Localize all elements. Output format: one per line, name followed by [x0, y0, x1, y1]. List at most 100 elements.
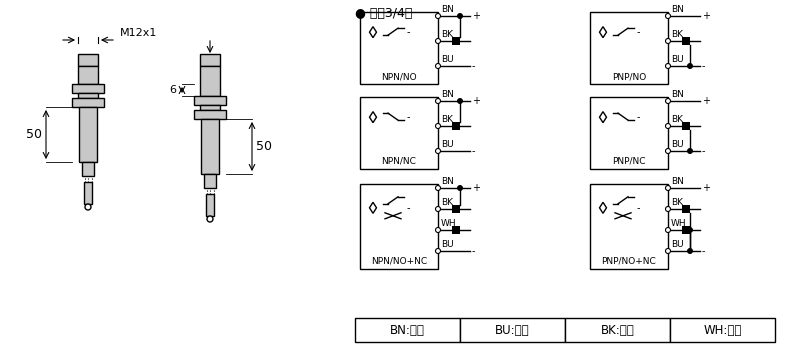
Text: BN: BN [441, 177, 454, 186]
Circle shape [666, 249, 670, 253]
Text: BU: BU [671, 55, 684, 64]
Text: ● 直涁3/4线: ● 直涁3/4线 [355, 7, 412, 20]
Bar [204, 174, 216, 188]
Polygon shape [370, 27, 377, 38]
Text: 50: 50 [256, 140, 272, 153]
Bar [200, 105, 220, 110]
Circle shape [435, 13, 441, 19]
Bar [84, 182, 92, 204]
Bar [452, 37, 460, 45]
Circle shape [457, 13, 463, 19]
Text: +: + [702, 96, 710, 106]
Text: NPN/NO+NC: NPN/NO+NC [371, 257, 427, 266]
Bar [78, 66, 98, 84]
Text: BN: BN [671, 90, 684, 99]
Text: -: - [472, 61, 475, 71]
Text: WH:白色: WH:白色 [703, 323, 742, 337]
Circle shape [666, 186, 670, 190]
Text: 50: 50 [26, 128, 42, 141]
Polygon shape [599, 202, 606, 213]
Circle shape [687, 148, 693, 154]
Text: BN: BN [671, 177, 684, 186]
Bar [72, 98, 104, 107]
Text: -: - [702, 61, 706, 71]
Text: PNP/NC: PNP/NC [612, 157, 646, 166]
Text: -: - [472, 246, 475, 256]
Text: NPN/NC: NPN/NC [382, 157, 417, 166]
Circle shape [435, 99, 441, 103]
Circle shape [666, 63, 670, 69]
Text: BU: BU [441, 55, 454, 64]
Circle shape [666, 149, 670, 153]
Bar [206, 194, 214, 216]
Bar [360, 184, 438, 269]
Bar [72, 84, 104, 93]
Bar [78, 54, 98, 66]
Text: WH: WH [671, 219, 686, 228]
Text: -: - [702, 146, 706, 156]
Bar [200, 66, 220, 96]
Text: BK: BK [671, 30, 683, 39]
Circle shape [687, 63, 693, 69]
Circle shape [435, 186, 441, 190]
Text: -: - [637, 27, 641, 37]
Text: BK: BK [441, 30, 453, 39]
Circle shape [435, 63, 441, 69]
Text: +: + [702, 183, 710, 193]
Bar [360, 12, 438, 84]
Bar [460, 318, 565, 342]
Circle shape [435, 207, 441, 212]
Text: BK: BK [671, 198, 683, 207]
Circle shape [666, 124, 670, 128]
Text: -: - [407, 112, 410, 122]
Text: -: - [702, 246, 706, 256]
Bar [452, 205, 460, 213]
Text: -: - [637, 203, 641, 213]
Bar [682, 226, 690, 234]
Bar [79, 107, 97, 162]
Bar [590, 12, 668, 84]
Bar [78, 93, 98, 98]
Text: -: - [407, 27, 410, 37]
Text: BU: BU [441, 240, 454, 249]
Circle shape [435, 227, 441, 233]
Circle shape [457, 185, 463, 191]
Circle shape [666, 13, 670, 19]
Circle shape [666, 38, 670, 44]
Bar [194, 96, 226, 105]
Text: BU:兰色: BU:兰色 [495, 323, 530, 337]
Bar [670, 318, 775, 342]
Circle shape [85, 204, 91, 210]
Bar [452, 226, 460, 234]
Circle shape [666, 227, 670, 233]
Text: BU: BU [671, 240, 684, 249]
Text: BK: BK [441, 115, 453, 124]
Bar [82, 162, 94, 176]
Text: BN: BN [671, 5, 684, 14]
Bar [452, 122, 460, 130]
Text: +: + [472, 11, 480, 21]
Circle shape [687, 248, 693, 254]
Bar [355, 318, 460, 342]
Circle shape [435, 149, 441, 153]
Circle shape [435, 124, 441, 128]
Bar [590, 184, 668, 269]
Text: NPN/NO: NPN/NO [381, 72, 417, 81]
Circle shape [457, 98, 463, 104]
Text: BK:黑色: BK:黑色 [601, 323, 634, 337]
Circle shape [666, 99, 670, 103]
Polygon shape [370, 202, 377, 213]
Polygon shape [599, 112, 606, 122]
Text: M12x1: M12x1 [120, 28, 158, 38]
Circle shape [435, 249, 441, 253]
Text: 6: 6 [169, 85, 176, 95]
Text: BU: BU [671, 140, 684, 149]
Bar [590, 97, 668, 169]
Bar [682, 205, 690, 213]
Bar [682, 122, 690, 130]
Text: PNP/NO+NC: PNP/NO+NC [602, 257, 656, 266]
Circle shape [666, 207, 670, 212]
Circle shape [207, 216, 213, 222]
Text: WH: WH [441, 219, 457, 228]
Circle shape [687, 227, 693, 233]
